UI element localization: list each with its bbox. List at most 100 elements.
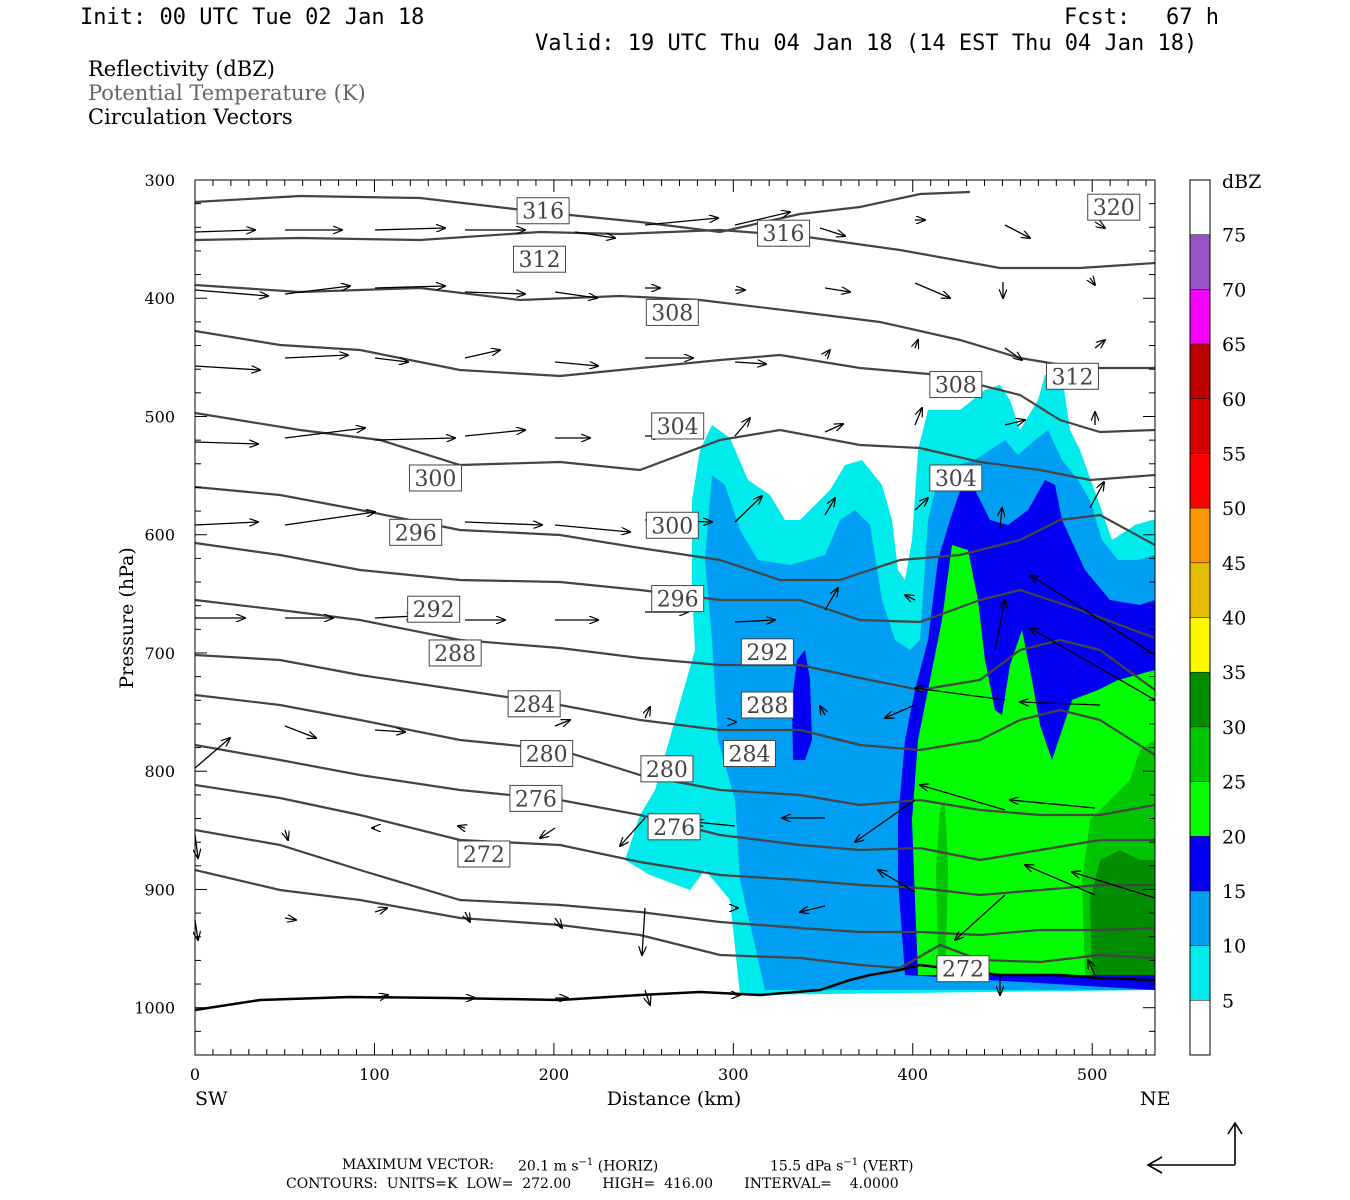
colorbar-label: 35 — [1222, 662, 1246, 684]
colorbar-label: 45 — [1222, 553, 1246, 575]
circulation-vector — [644, 218, 718, 226]
circulation-vector — [955, 894, 1006, 940]
contour-label: 316 — [522, 200, 564, 225]
colorbar-segment — [1190, 344, 1210, 399]
x-tick-label: 300 — [718, 1065, 749, 1084]
circulation-vector — [194, 365, 260, 370]
circulation-vector — [1010, 800, 1096, 809]
circulation-vector — [914, 498, 928, 511]
colorbar-label: 5 — [1222, 990, 1234, 1012]
dbz-25-streak-1 — [936, 800, 948, 955]
colorbar-label: 55 — [1222, 443, 1246, 465]
colorbar-label: 20 — [1222, 826, 1246, 848]
contour-label: 276 — [515, 787, 557, 812]
colorbar-segment — [1190, 672, 1210, 727]
contour-label-box — [740, 638, 794, 666]
circulation-vector — [1025, 865, 1096, 896]
circulation-vector — [554, 291, 597, 298]
circulation-vector — [855, 799, 916, 842]
circulation-vector — [1072, 872, 1156, 899]
contour-label-box — [457, 840, 511, 868]
circulation-vector — [374, 286, 445, 288]
colorbar-segment — [1190, 836, 1210, 891]
circulation-vector — [284, 725, 316, 738]
circulation-vector — [284, 428, 365, 439]
circulation-vector — [194, 230, 255, 232]
contour-label: 296 — [657, 588, 699, 613]
circulation-vector — [914, 282, 950, 298]
x-tick-label: 100 — [359, 1065, 390, 1084]
circulation-vector — [878, 870, 916, 893]
contour-label-box — [645, 511, 699, 539]
circulation-vector — [464, 292, 525, 294]
contour-label-box — [936, 955, 990, 983]
contour-label-box — [520, 739, 574, 767]
contour-info: CONTOURS: UNITS=K LOW= 272.00 HIGH= 416.… — [286, 1176, 899, 1192]
circulation-vector — [1000, 508, 1002, 529]
field-reflectivity: Reflectivity (dBZ) — [88, 57, 276, 81]
contour-label-box — [407, 595, 461, 623]
circulation-vector — [194, 738, 230, 769]
circulation-vector — [374, 438, 455, 440]
valid-time: Valid: 19 UTC Thu 04 Jan 18 (14 EST Thu … — [535, 31, 1198, 56]
circulation-vector — [194, 289, 268, 296]
circulation-vector — [1094, 340, 1105, 348]
circulation-vector — [915, 688, 1006, 701]
contour-label: 312 — [1051, 365, 1093, 390]
init-time: Init: 00 UTC Tue 02 Jan 18 — [80, 5, 425, 30]
x-axis-label: Distance (km) — [607, 1088, 742, 1110]
contour-label: 296 — [395, 521, 437, 546]
max-horiz-value: 20.1 m s−1 (HORIZ) — [518, 1157, 659, 1175]
colorbar-label: 15 — [1222, 881, 1246, 903]
contour-label-box — [509, 784, 563, 812]
colorbar-segment — [1190, 781, 1210, 837]
circulation-vector — [374, 730, 405, 732]
contour-label: 288 — [746, 694, 788, 719]
colorbar-segment — [1190, 398, 1210, 454]
colorbar-label: 75 — [1222, 225, 1246, 247]
contour-label: 304 — [935, 467, 977, 492]
circulation-vector — [824, 288, 850, 292]
circulation-vector — [374, 358, 408, 362]
contour-label: 272 — [463, 843, 505, 868]
colorbar-segment — [1190, 508, 1210, 563]
contour-label-box — [408, 464, 462, 492]
circulation-vector — [374, 228, 445, 230]
contour-label-box — [740, 691, 794, 719]
colorbar-segment — [1190, 562, 1210, 618]
plot-frame — [194, 179, 1156, 1056]
x-end-label-ne: NE — [1140, 1088, 1171, 1110]
circulation-vector — [734, 418, 750, 437]
y-tick-label: 400 — [144, 289, 175, 308]
circulation-vector — [905, 595, 916, 600]
contour-label: 308 — [935, 374, 977, 399]
circulation-vector — [915, 340, 918, 348]
contour-label-box — [645, 298, 699, 326]
circulation-vector — [819, 227, 845, 236]
forecast-label: Fcst: — [1064, 5, 1131, 30]
colorbar-title: dBZ — [1222, 171, 1261, 193]
contour-label: 316 — [763, 222, 805, 247]
contour-label: 288 — [434, 642, 476, 667]
circulation-vector — [645, 707, 650, 719]
circulation-vector — [1004, 347, 1022, 360]
contour-label: 300 — [651, 514, 693, 539]
theta-contour-line — [195, 693, 1155, 817]
contour-label-box — [929, 464, 983, 492]
field-potential-temperature: Potential Temperature (K) — [88, 81, 366, 105]
contour-label-box — [640, 755, 694, 783]
contour-label: 292 — [413, 598, 455, 623]
theta-contour-line — [195, 598, 1155, 692]
dbz-30-region — [1090, 850, 1155, 975]
circulation-vector — [284, 512, 375, 526]
circulation-vector — [284, 355, 348, 358]
y-tick-label: 500 — [144, 407, 175, 426]
circulation-vector — [994, 600, 1005, 651]
contour-label: 308 — [651, 301, 693, 326]
colorbar-label: 25 — [1222, 772, 1246, 794]
circulation-vector — [824, 588, 838, 611]
circulation-vector — [194, 522, 258, 525]
colorbar-label: 40 — [1222, 608, 1246, 630]
circulation-vector — [1004, 420, 1025, 425]
